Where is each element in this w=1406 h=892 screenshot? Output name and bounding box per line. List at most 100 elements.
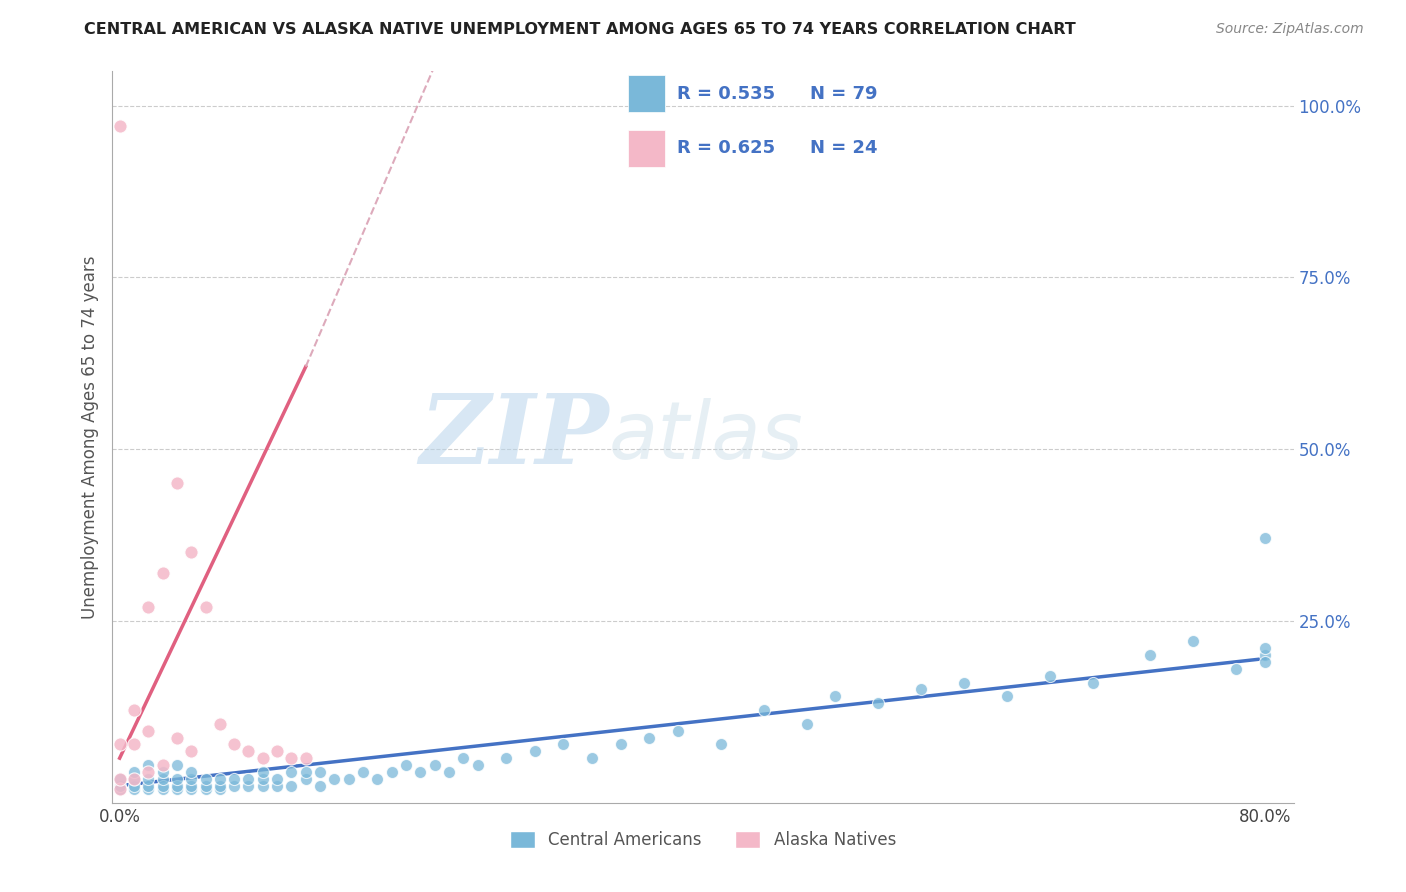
Point — [108, 782, 131, 797]
Point — [868, 696, 890, 710]
Point — [280, 779, 302, 793]
Point — [1254, 532, 1277, 546]
Point — [152, 782, 174, 797]
Point — [122, 782, 145, 797]
Point — [122, 772, 145, 786]
FancyBboxPatch shape — [628, 75, 665, 112]
Point — [1182, 634, 1205, 648]
Point — [166, 758, 188, 772]
Point — [337, 772, 360, 786]
Text: Source: ZipAtlas.com: Source: ZipAtlas.com — [1216, 22, 1364, 37]
Point — [710, 738, 733, 752]
Point — [136, 764, 159, 779]
Text: N = 24: N = 24 — [810, 139, 877, 157]
Point — [166, 476, 188, 491]
Text: atlas: atlas — [609, 398, 803, 476]
Point — [638, 731, 661, 745]
Point — [152, 566, 174, 580]
Point — [122, 772, 145, 786]
Text: CENTRAL AMERICAN VS ALASKA NATIVE UNEMPLOYMENT AMONG AGES 65 TO 74 YEARS CORRELA: CENTRAL AMERICAN VS ALASKA NATIVE UNEMPL… — [84, 22, 1076, 37]
Point — [238, 744, 260, 758]
Point — [108, 738, 131, 752]
Point — [208, 716, 231, 731]
Point — [666, 723, 689, 738]
Point — [294, 764, 316, 779]
Point — [523, 744, 546, 758]
Point — [166, 731, 188, 745]
Point — [266, 772, 288, 786]
Point — [136, 772, 159, 786]
Point — [208, 779, 231, 793]
Point — [194, 772, 217, 786]
Point — [451, 751, 474, 765]
Point — [136, 782, 159, 797]
Point — [796, 716, 818, 731]
Point — [136, 779, 159, 793]
Point — [366, 772, 388, 786]
Point — [309, 779, 332, 793]
Point — [252, 751, 274, 765]
Point — [352, 764, 374, 779]
Point — [224, 772, 246, 786]
Point — [108, 772, 131, 786]
Point — [194, 600, 217, 615]
Point — [180, 744, 202, 758]
Point — [136, 758, 159, 772]
Point — [152, 772, 174, 786]
Point — [122, 703, 145, 717]
Point — [910, 682, 932, 697]
Point — [437, 764, 460, 779]
Point — [108, 120, 131, 134]
Point — [194, 779, 217, 793]
Text: R = 0.625: R = 0.625 — [678, 139, 776, 157]
Y-axis label: Unemployment Among Ages 65 to 74 years: Unemployment Among Ages 65 to 74 years — [80, 255, 98, 619]
Text: R = 0.535: R = 0.535 — [678, 85, 776, 103]
Point — [1039, 669, 1062, 683]
Point — [752, 703, 775, 717]
Point — [122, 779, 145, 793]
Point — [152, 758, 174, 772]
Point — [824, 690, 846, 704]
Point — [294, 772, 316, 786]
Point — [280, 751, 302, 765]
Point — [166, 782, 188, 797]
Point — [152, 779, 174, 793]
Point — [180, 764, 202, 779]
Point — [180, 779, 202, 793]
Point — [238, 779, 260, 793]
FancyBboxPatch shape — [628, 129, 665, 167]
Point — [467, 758, 489, 772]
Point — [995, 690, 1018, 704]
Point — [252, 764, 274, 779]
Point — [309, 764, 332, 779]
Point — [409, 764, 432, 779]
Point — [266, 744, 288, 758]
Point — [1225, 662, 1247, 676]
Point — [1139, 648, 1161, 662]
Point — [1254, 648, 1277, 662]
Point — [1254, 655, 1277, 669]
Point — [323, 772, 346, 786]
Point — [581, 751, 603, 765]
Point — [152, 764, 174, 779]
Point — [108, 782, 131, 797]
Point — [136, 600, 159, 615]
Point — [224, 738, 246, 752]
Point — [180, 772, 202, 786]
Point — [166, 779, 188, 793]
Point — [609, 738, 631, 752]
Point — [294, 751, 316, 765]
Point — [238, 772, 260, 786]
Point — [166, 772, 188, 786]
Point — [122, 764, 145, 779]
Point — [381, 764, 404, 779]
Point — [495, 751, 517, 765]
Point — [252, 779, 274, 793]
Legend: Central Americans, Alaska Natives: Central Americans, Alaska Natives — [510, 831, 896, 849]
Point — [224, 779, 246, 793]
Point — [208, 772, 231, 786]
Point — [252, 772, 274, 786]
Text: ZIP: ZIP — [419, 390, 609, 484]
Point — [1081, 675, 1104, 690]
Point — [395, 758, 418, 772]
